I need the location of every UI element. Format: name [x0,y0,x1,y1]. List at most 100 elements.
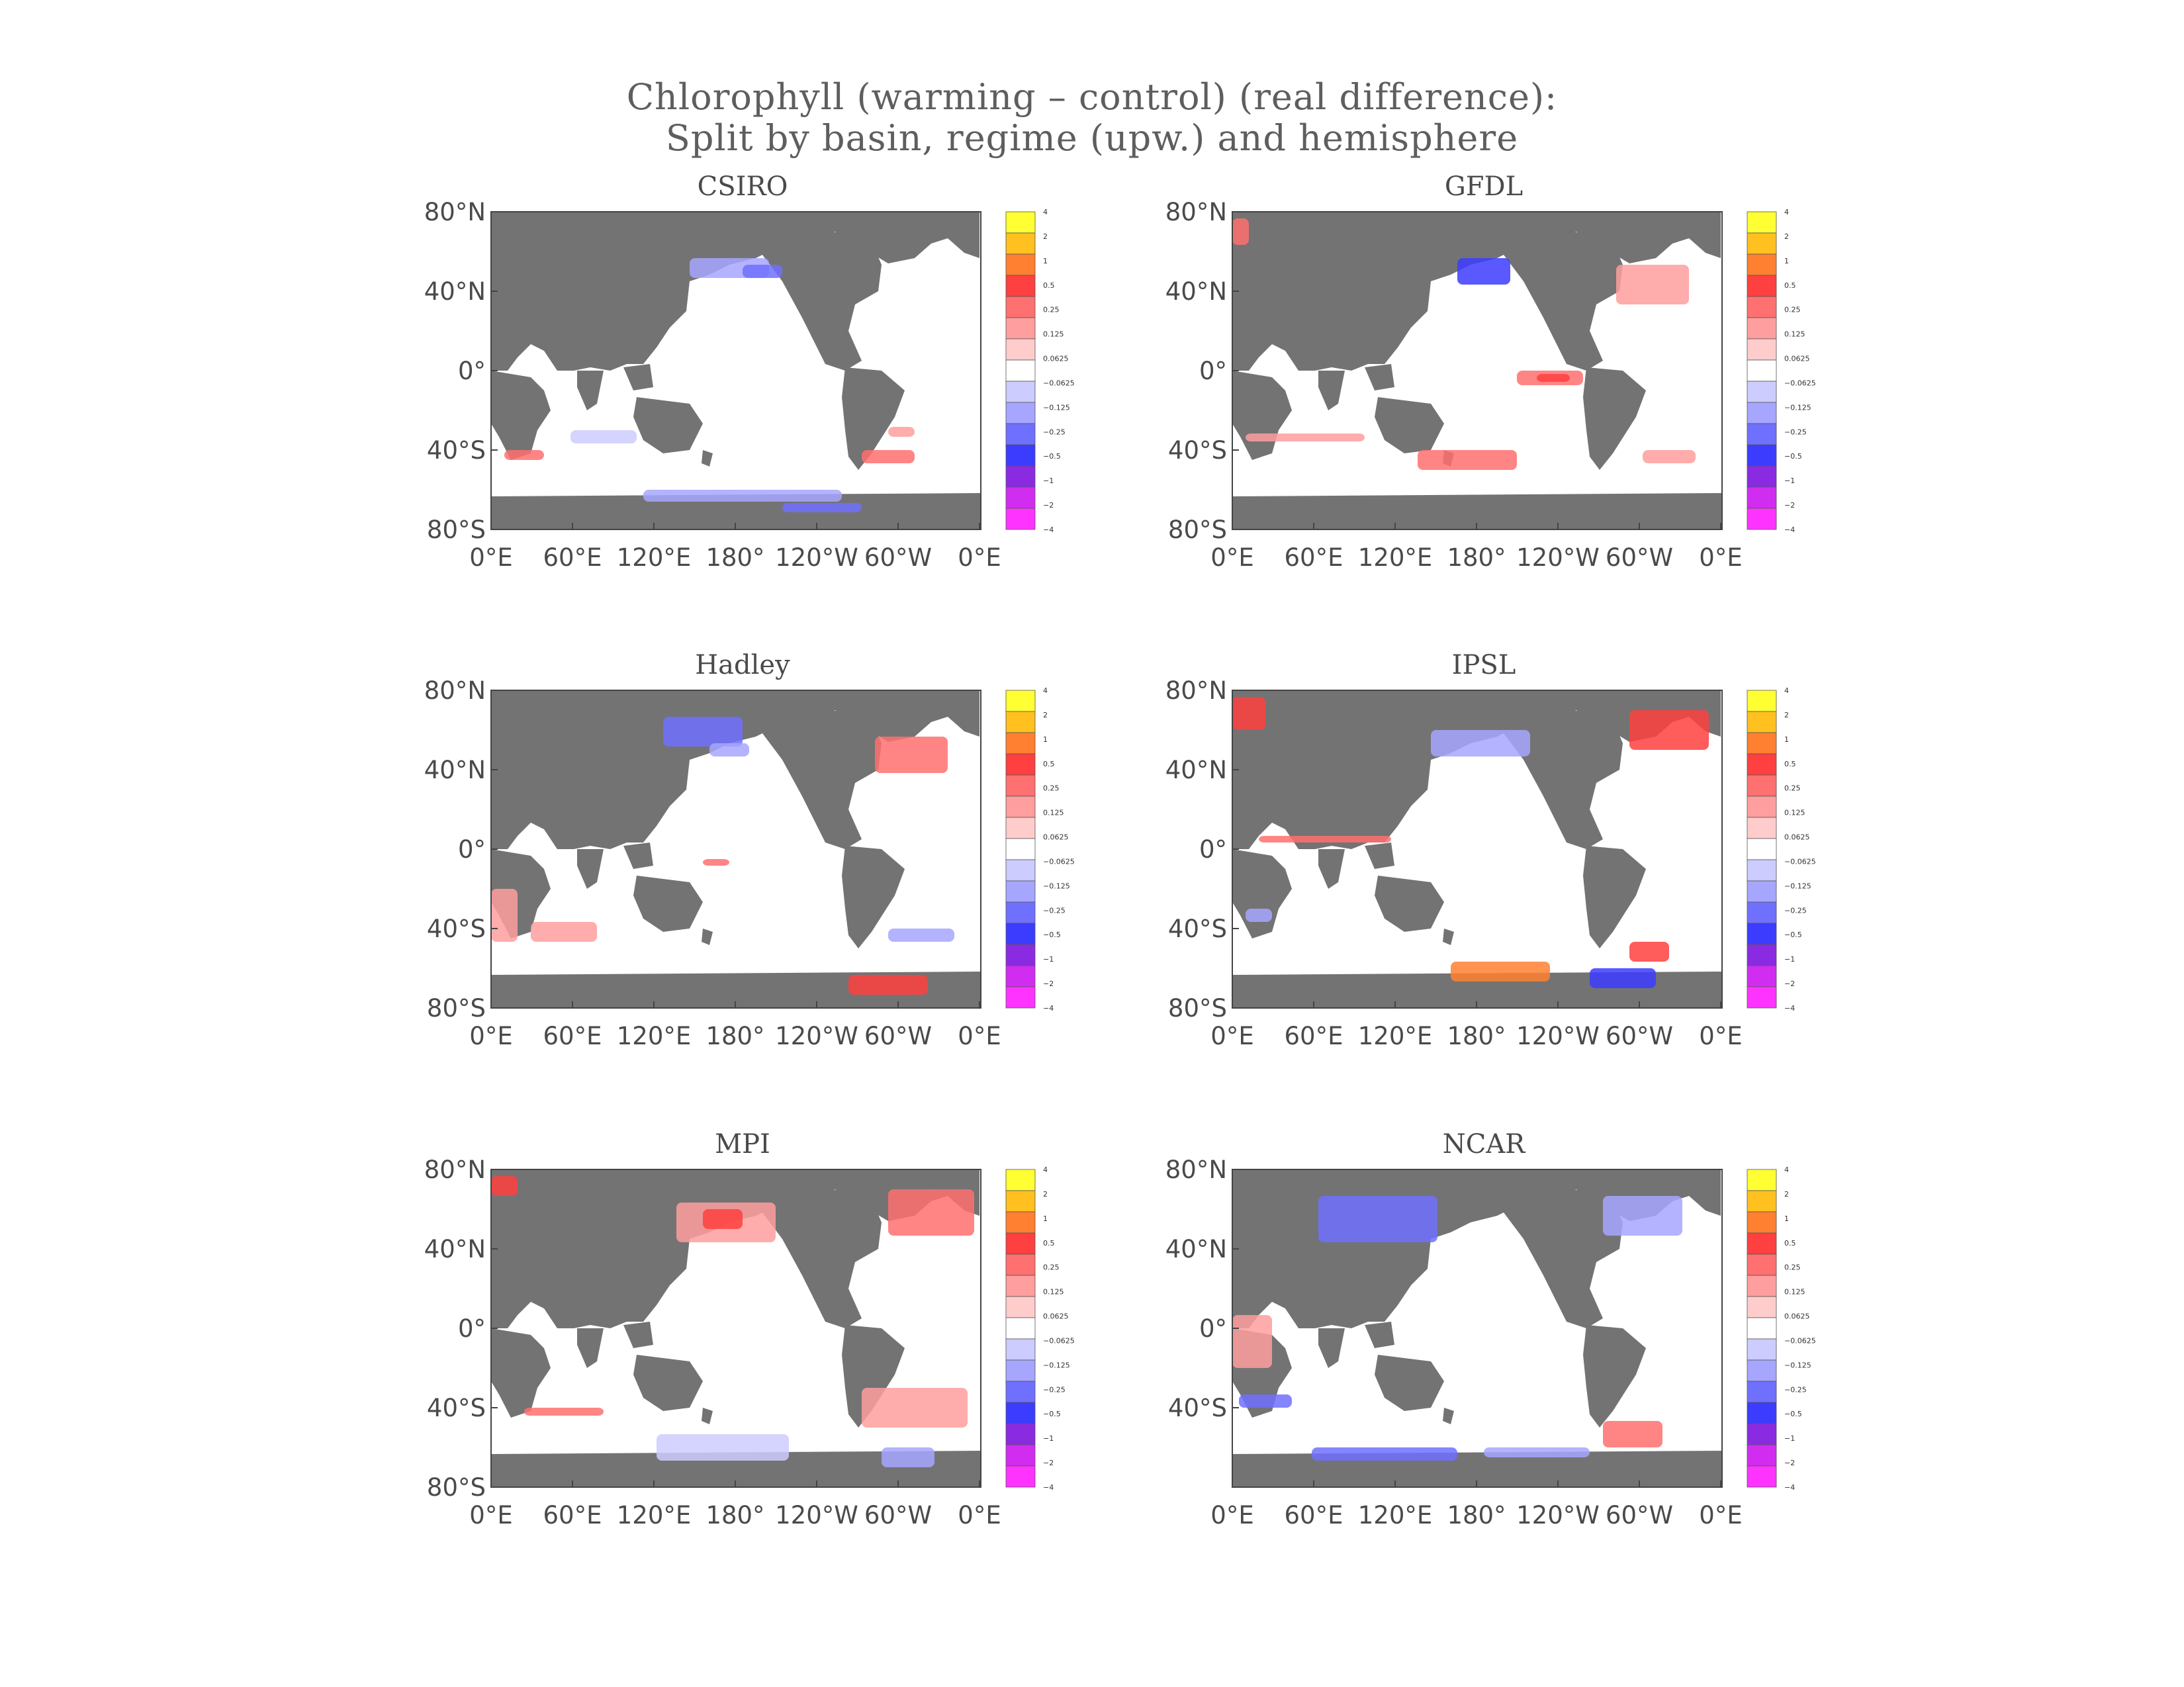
anomaly-patch [531,922,597,942]
y-tick-label: 40°N [424,756,486,784]
anomaly-patch [888,929,954,942]
anomaly-patch [782,503,862,512]
anomaly-patch [1312,1447,1457,1461]
anomaly-patch [1246,909,1272,922]
colorbar-label: −0.25 [1784,428,1807,436]
colorbar-label: −0.5 [1043,1410,1061,1418]
y-tick-label: 40°S [427,436,486,465]
colorbar-label: 1 [1043,257,1048,265]
y-tick-label: 80°S [427,994,486,1023]
colorbar-swatch [1747,1211,1777,1234]
colorbar-label: −0.0625 [1784,379,1816,387]
x-tick-label: 60°E [543,543,602,572]
x-tick-label: 180° [705,1022,764,1050]
colorbar-swatch [1747,753,1777,776]
colorbar-swatch [1005,965,1036,987]
colorbar-swatch [1747,1317,1777,1340]
x-tick-label: 60°W [1606,1022,1673,1050]
colorbar-label: 1 [1043,735,1048,744]
colorbar-label: −0.25 [1784,1385,1807,1394]
colorbar-swatch [1005,253,1036,276]
colorbar: 4 2 1 0.5 0.25 0.125 0.0625 −0.0625 −0.125 −0.25 −… [1747,1165,1816,1492]
colorbar-swatch [1747,1296,1777,1318]
colorbar-label: 2 [1043,1190,1048,1199]
panel-title: MPI [715,1129,770,1160]
colorbar-swatch [1005,1232,1036,1255]
colorbar-swatch [1747,1232,1777,1255]
colorbar-swatch [1747,838,1777,860]
x-tick-label: 0°E [958,1022,1001,1050]
anomaly-patch [1246,433,1365,441]
colorbar-swatch [1747,296,1777,318]
colorbar: 4 2 1 0.5 0.25 0.125 0.0625 −0.0625 −0.125 −0.25 −… [1005,208,1075,534]
colorbar-label: −2 [1784,980,1795,988]
colorbar-label: 2 [1784,1190,1789,1199]
x-tick-label: 60°E [543,1501,602,1529]
colorbar-swatch [1747,232,1777,255]
colorbar-swatch [1747,486,1777,509]
colorbar-swatch [1005,444,1036,467]
x-tick-label: 0°E [1699,1022,1742,1050]
y-tick-label: 40°S [1168,436,1227,465]
x-tick-label: 0°E [1699,1501,1742,1529]
colorbar: 4 2 1 0.5 0.25 0.125 0.0625 −0.0625 −0.125 −0.25 −… [1005,1165,1075,1492]
anomaly-patch [570,430,637,443]
colorbar-label: 0.125 [1043,809,1064,817]
anomaly-patch [1629,710,1709,750]
colorbar-label: 0.25 [1784,306,1801,314]
colorbar-swatch [1005,774,1036,797]
panel-title: IPSL [1452,650,1516,680]
anomaly-patch [663,717,743,747]
colorbar-label: −1 [1784,955,1795,964]
colorbar-label: −0.25 [1043,906,1066,915]
colorbar-label: 1 [1784,1214,1789,1223]
y-tick-label: 80°S [1168,516,1227,544]
colorbar-swatch [1005,232,1036,255]
x-tick-label: 60°W [864,1022,932,1050]
colorbar-label: 1 [1043,1214,1048,1223]
anomaly-patch [491,1176,518,1196]
anomaly-patch [862,1388,968,1428]
colorbar-label: −0.125 [1784,403,1811,412]
colorbar-swatch [1747,1381,1777,1403]
colorbar-label: 0.5 [1784,1239,1796,1248]
colorbar-swatch [1747,1444,1777,1467]
colorbar-swatch [1005,275,1036,297]
y-tick-label: 80°N [424,676,486,705]
colorbar-label: −1 [1043,955,1054,964]
colorbar-swatch [1747,444,1777,467]
anomaly-patch [1232,697,1265,730]
colorbar-swatch [1747,817,1777,839]
colorbar-label: −4 [1784,1004,1795,1013]
anomaly-patch [1590,968,1656,988]
x-tick-label: 120°W [775,543,858,572]
panel-title: CSIRO [698,171,788,202]
colorbar: 4 2 1 0.5 0.25 0.125 0.0625 −0.0625 −0.125 −0.25 −… [1747,686,1816,1013]
anomaly-patch [1457,258,1510,285]
colorbar-swatch [1747,923,1777,945]
colorbar-swatch [1005,211,1036,234]
colorbar-label: −4 [1043,1004,1054,1013]
colorbar-swatch [1747,1465,1777,1488]
anomaly-patch [1537,374,1570,382]
colorbar-label: 0.125 [1043,1288,1064,1297]
colorbar-label: 0.5 [1043,281,1055,290]
colorbar-swatch [1747,1423,1777,1445]
y-tick-label: 80°S [427,516,486,544]
colorbar-label: 0.125 [1784,330,1805,339]
y-tick-label: 40°N [424,277,486,306]
x-tick-label: 180° [1447,1022,1506,1050]
colorbar-label: −0.125 [1043,1361,1070,1369]
colorbar-swatch [1747,711,1777,733]
x-tick-label: 0°E [1210,543,1253,572]
anomaly-patch [1239,1394,1292,1408]
colorbar-swatch [1747,317,1777,340]
x-tick-label: 0°E [958,1501,1001,1529]
colorbar-swatch [1005,359,1036,382]
x-tick-label: 60°W [1606,1501,1673,1529]
colorbar-label: −0.0625 [1784,857,1816,866]
x-tick-label: 120°E [617,1501,692,1529]
